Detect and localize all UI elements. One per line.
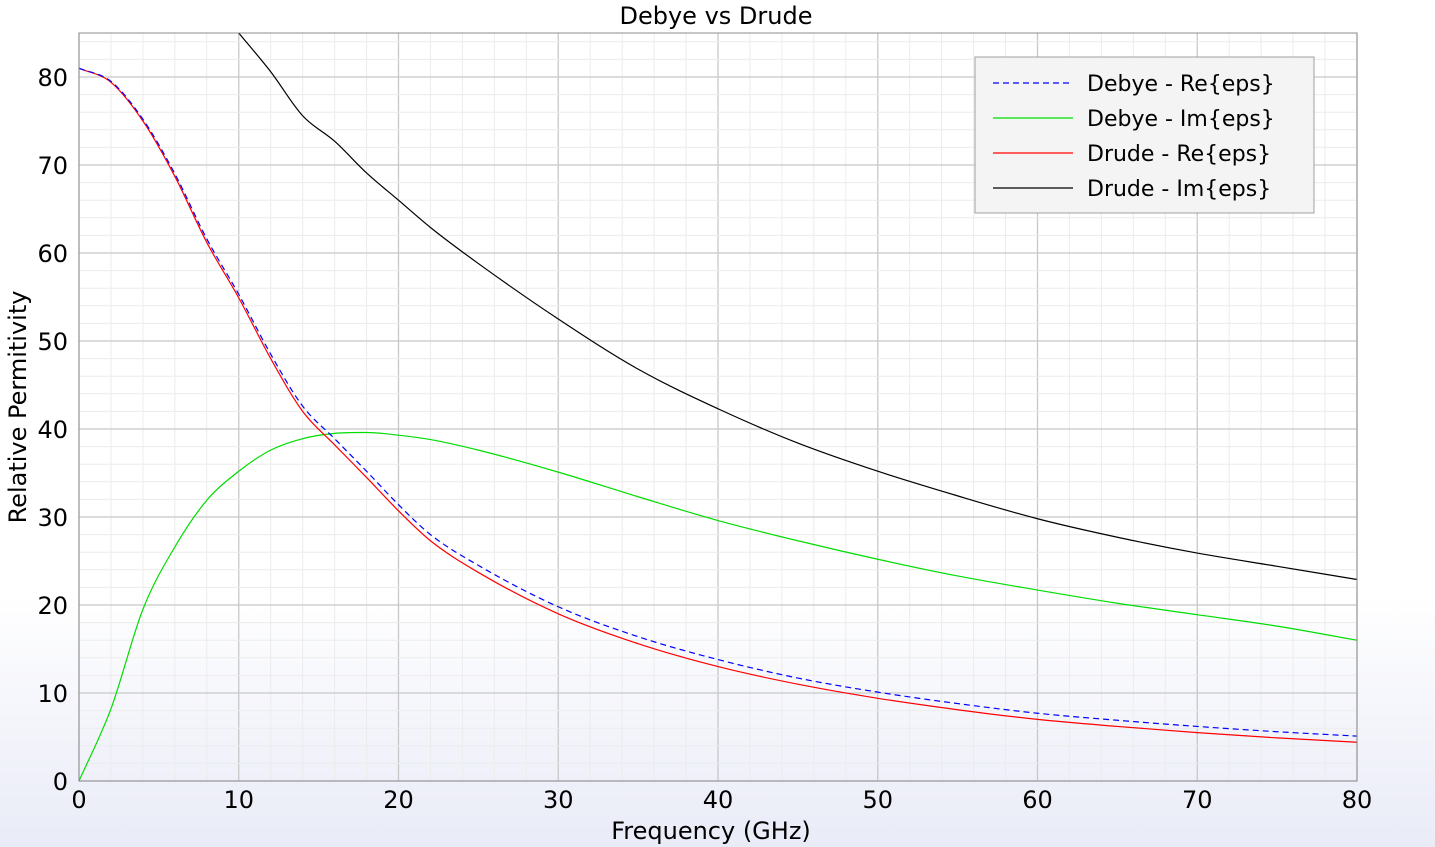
- y-tick-label: 50: [37, 328, 68, 356]
- x-tick-label: 40: [703, 786, 734, 814]
- series-line-debye-re-eps: [78, 67, 1358, 737]
- x-tick-label: 20: [383, 786, 414, 814]
- y-tick-label: 20: [37, 592, 68, 620]
- legend-label: Drude - Im{eps}: [1087, 177, 1271, 202]
- y-tick-label: 80: [37, 64, 68, 92]
- x-tick-label: 50: [862, 786, 893, 814]
- series-line-debye-im-eps: [78, 431, 1358, 782]
- grid: [78, 33, 1358, 782]
- x-tick-label: 0: [71, 786, 86, 814]
- x-tick-label: 10: [223, 786, 254, 814]
- x-ticks: 0 10 20 30 40 50 60 70 80: [71, 786, 1372, 814]
- legend-label: Drude - Re{eps}: [1087, 142, 1271, 167]
- series-line-drude-re-eps: [78, 67, 1358, 743]
- x-axis-label: Frequency (GHz): [611, 817, 811, 845]
- y-tick-label: 30: [37, 504, 68, 532]
- axes: [78, 32, 1358, 782]
- series-line-drude-im-eps: [238, 32, 1358, 581]
- legend: Debye - Re{eps} Debye - Im{eps} Drude - Re…: [974, 56, 1315, 214]
- y-axis-label: Relative Permitivity: [4, 291, 32, 524]
- x-tick-label: 80: [1342, 786, 1373, 814]
- y-tick-label: 70: [37, 152, 68, 180]
- y-tick-label: 60: [37, 240, 68, 268]
- y-tick-label: 10: [37, 680, 68, 708]
- chart-title: Debye vs Drude: [620, 2, 813, 30]
- legend-label: Debye - Re{eps}: [1087, 72, 1275, 97]
- plot-frame: [78, 32, 1358, 782]
- series-lines: [78, 32, 1358, 782]
- y-tick-label: 0: [53, 768, 68, 796]
- x-tick-label: 30: [543, 786, 574, 814]
- y-ticks: 0 10 20 30 40 50 60 70 80: [37, 64, 68, 796]
- legend-label: Debye - Im{eps}: [1087, 107, 1275, 132]
- x-tick-label: 60: [1022, 786, 1053, 814]
- y-tick-label: 40: [37, 416, 68, 444]
- legend-box: [974, 56, 1315, 214]
- x-tick-label: 70: [1182, 786, 1213, 814]
